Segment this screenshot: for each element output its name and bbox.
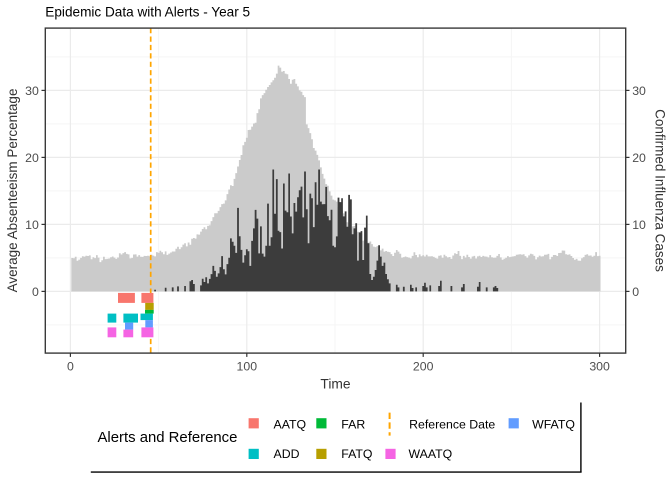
- svg-text:AATQ: AATQ: [274, 417, 307, 431]
- svg-text:FAR: FAR: [341, 417, 365, 431]
- svg-text:0: 0: [67, 360, 74, 374]
- svg-text:Time: Time: [320, 377, 350, 392]
- svg-text:200: 200: [413, 360, 434, 374]
- svg-text:30: 30: [632, 84, 646, 98]
- svg-text:Alerts and Reference: Alerts and Reference: [98, 430, 238, 446]
- svg-text:Confirmed Influenza Cases: Confirmed Influenza Cases: [652, 109, 667, 272]
- svg-text:Epidemic Data with Alerts - Ye: Epidemic Data with Alerts - Year 5: [45, 5, 250, 20]
- svg-text:0: 0: [632, 285, 639, 299]
- svg-text:WAATQ: WAATQ: [409, 447, 453, 461]
- svg-text:FATQ: FATQ: [341, 447, 372, 461]
- svg-text:300: 300: [589, 360, 610, 374]
- svg-text:100: 100: [237, 360, 258, 374]
- svg-text:0: 0: [32, 285, 39, 299]
- svg-text:20: 20: [632, 151, 646, 165]
- svg-text:Average Absenteeism Percentage: Average Absenteeism Percentage: [5, 89, 20, 293]
- svg-text:ADD: ADD: [274, 447, 300, 461]
- svg-text:10: 10: [25, 218, 39, 232]
- svg-text:Reference Date: Reference Date: [409, 417, 495, 431]
- svg-text:20: 20: [25, 151, 39, 165]
- svg-text:WFATQ: WFATQ: [532, 417, 575, 431]
- svg-text:30: 30: [25, 84, 39, 98]
- svg-text:10: 10: [632, 218, 646, 232]
